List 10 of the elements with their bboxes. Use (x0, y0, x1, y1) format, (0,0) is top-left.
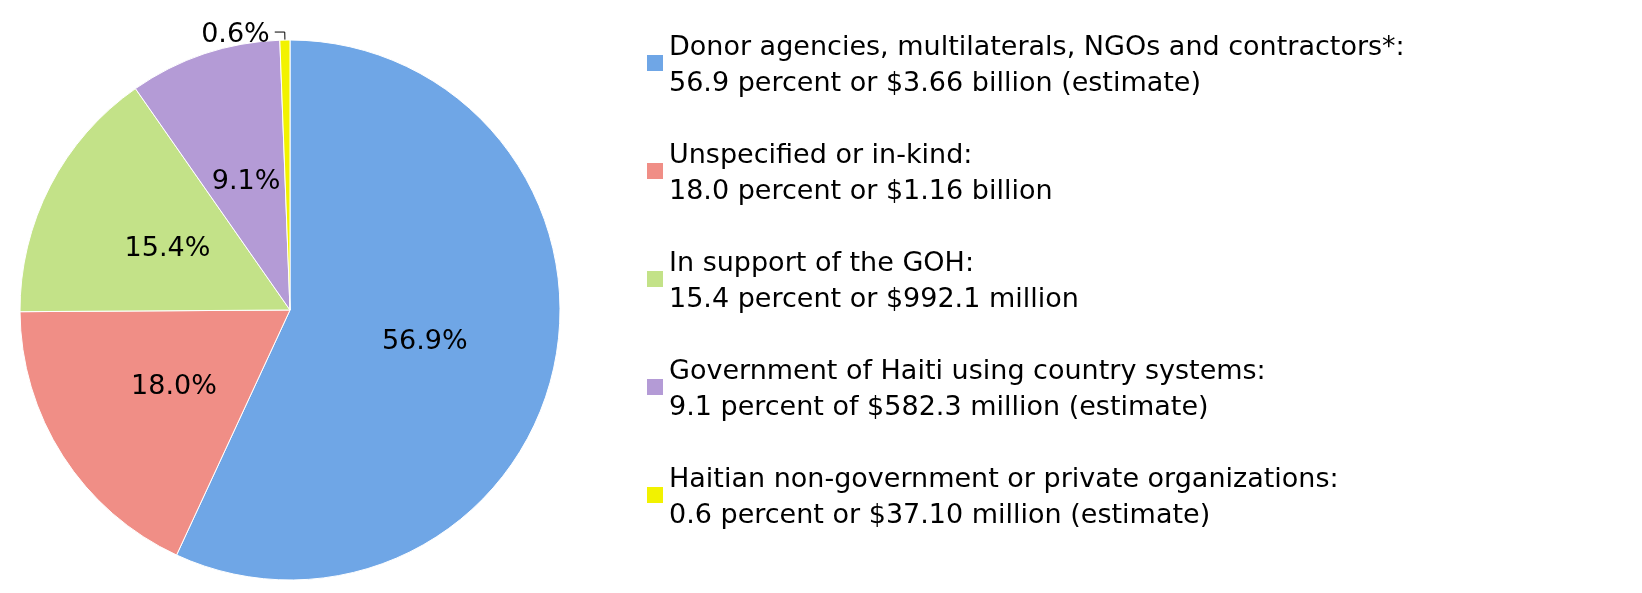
data-label: 9.1% (211, 163, 281, 195)
data-label: 15.4% (124, 231, 211, 263)
legend-label: Donor agencies, multilaterals, NGOs and contractors*: 56.9 percent or $3.66 billion (estimate) (669, 29, 1405, 97)
legend-label: In support of the GOH: 15.4 percent or $992.1 million (669, 245, 1079, 313)
legend-label: Government of Haiti using country systems: 9.1 percent of $582.3 million (estimate) (669, 353, 1266, 421)
legend-label: Haitian non-government or private organizations: 0.6 percent or $37.10 million (estimate) (669, 461, 1339, 529)
data-label: 56.9% (381, 324, 468, 356)
data-label: 18.0% (131, 369, 217, 401)
legend-label: Unspecified or in-kind: 18.0 percent or $1.16 billion (669, 137, 1053, 205)
data-label: 0.6% (201, 16, 270, 48)
